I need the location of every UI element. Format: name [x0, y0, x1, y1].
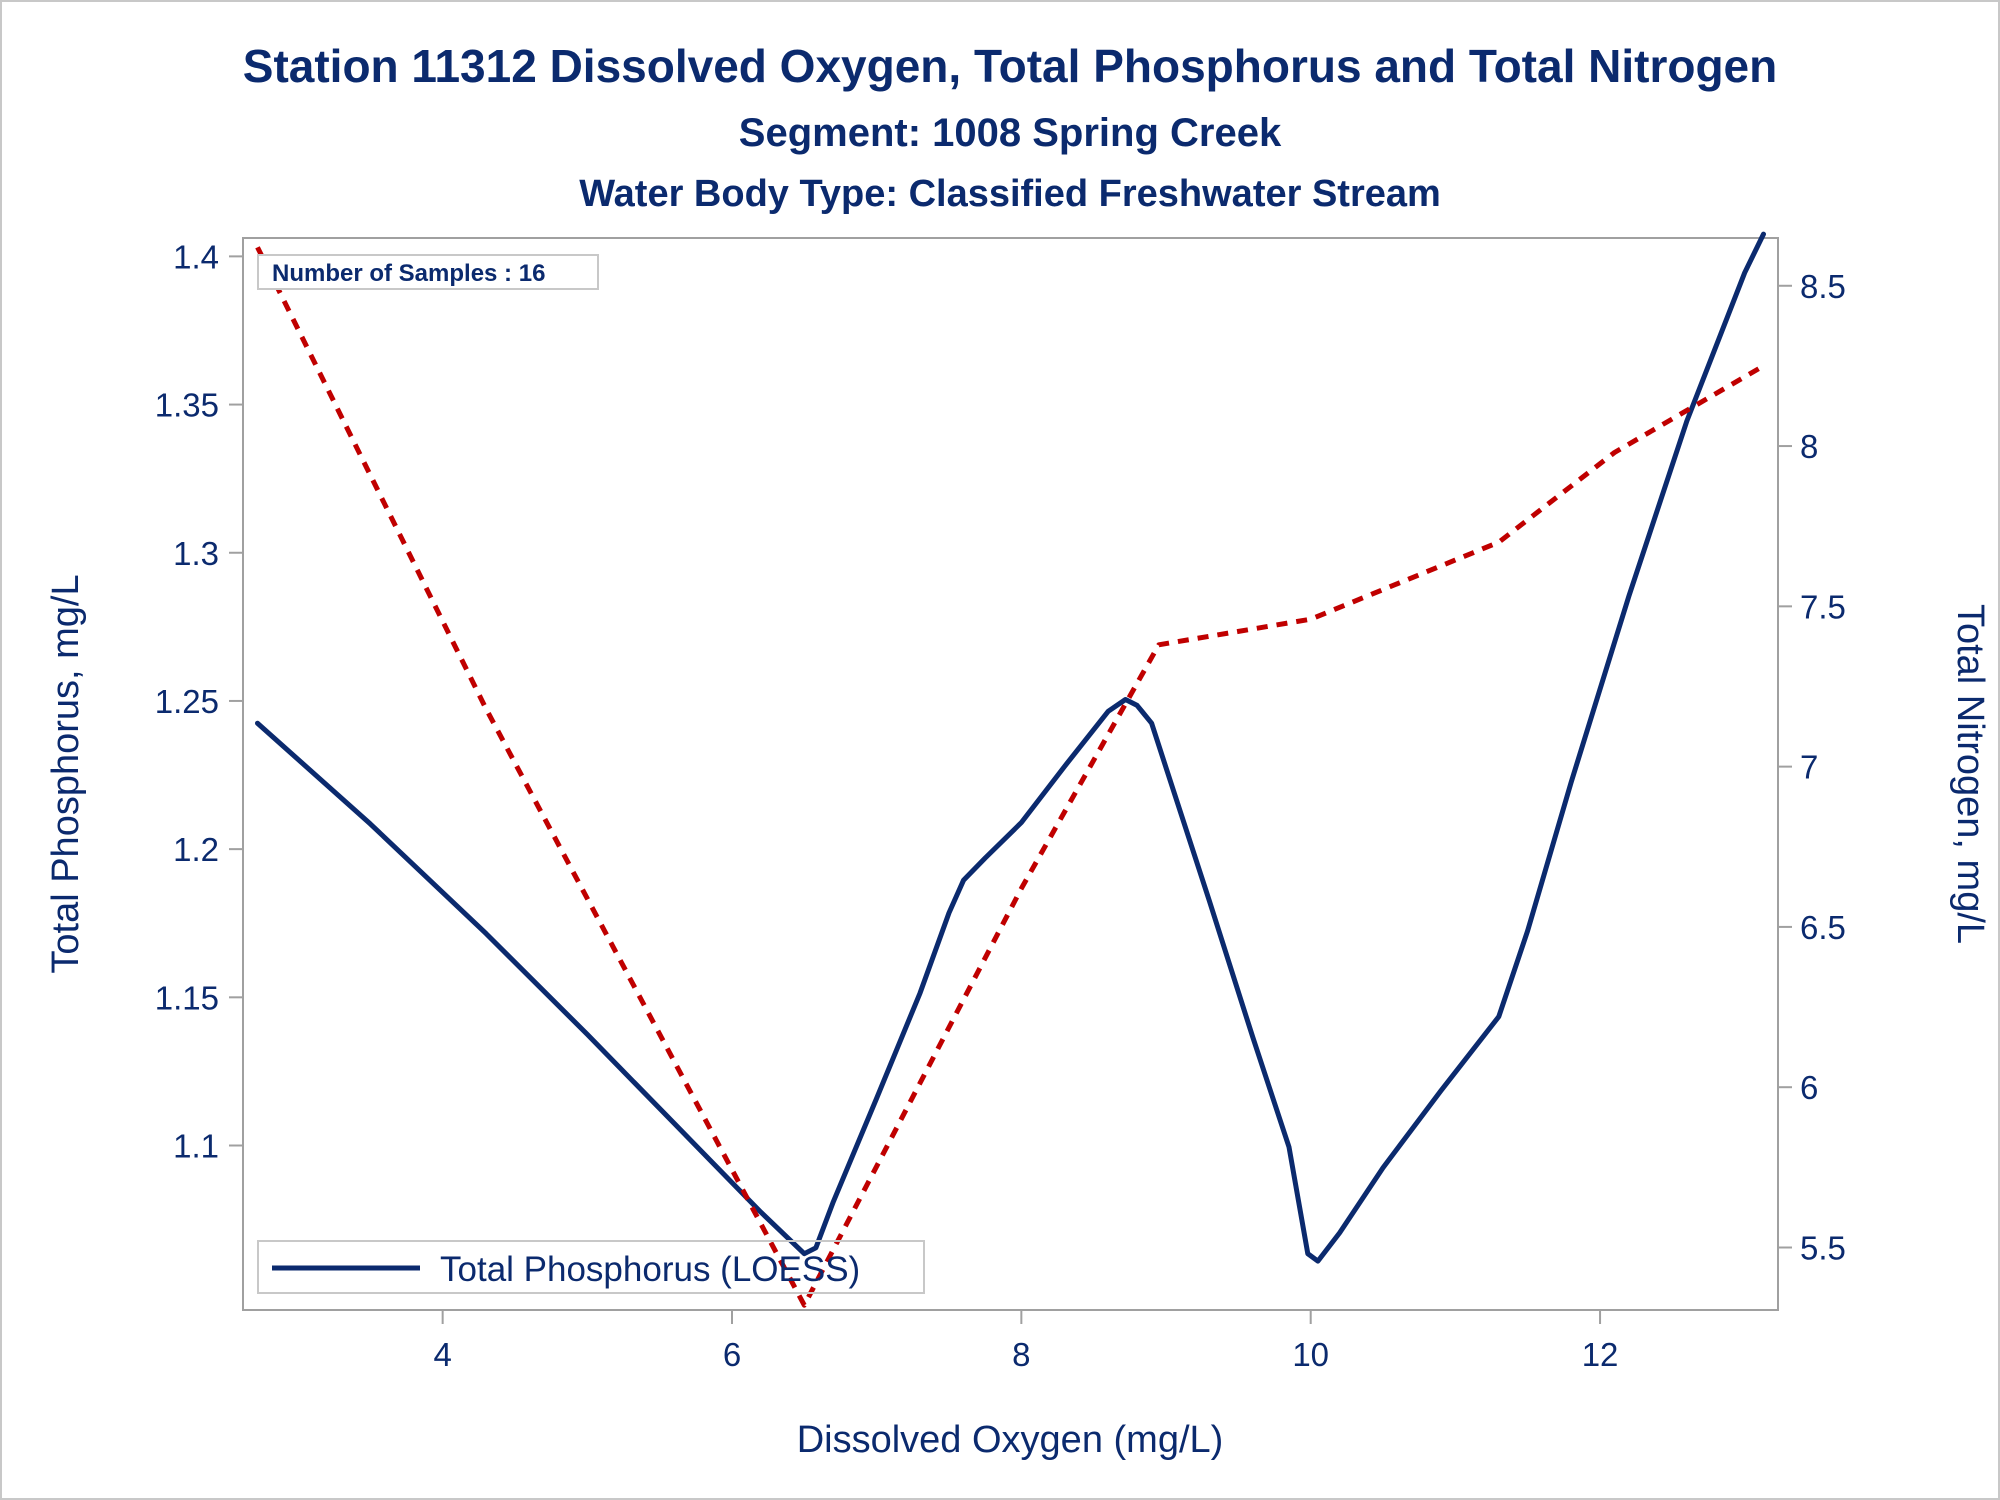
y-axis-right: 5.5 6 6.5 7 7.5 8 8.5: [1778, 268, 1846, 1266]
y-tick-label: 1.35: [155, 387, 219, 424]
y2-tick-label: 6.5: [1800, 909, 1846, 946]
x-tick-label: 12: [1582, 1336, 1619, 1373]
y-tick-label: 1.15: [155, 979, 219, 1016]
y2-tick-label: 6: [1800, 1069, 1818, 1106]
x-tick-label: 8: [1012, 1336, 1030, 1373]
y2-tick-label: 7: [1800, 749, 1818, 786]
legend-label-total-phosphorus: Total Phosphorus (LOESS): [440, 1250, 860, 1289]
y-tick-label: 1.3: [173, 535, 219, 572]
y2-tick-label: 8: [1800, 428, 1818, 465]
y2-tick-label: 8.5: [1800, 268, 1846, 305]
y-axis-left: 1.1 1.15 1.2 1.25 1.3 1.35 1.4: [155, 238, 243, 1165]
annotation-box: Number of Samples : 16: [257, 254, 599, 290]
y-tick-label: 1.2: [173, 831, 219, 868]
y-axis-label-right: Total Nitrogen, mg/L: [1949, 604, 1991, 944]
legend: Total Phosphorus (LOESS): [257, 1240, 925, 1294]
series-line-total-nitrogen: [255, 246, 1765, 1308]
series-layer: [255, 231, 1766, 1308]
chart-subtitle: Segment: 1008 Spring Creek: [739, 111, 1282, 155]
x-axis: 4 6 8 10 12: [433, 1310, 1618, 1373]
x-tick-label: 6: [723, 1336, 741, 1373]
chart-subtitle-2: Water Body Type: Classified Freshwater S…: [579, 173, 1441, 215]
x-tick-label: 10: [1292, 1336, 1329, 1373]
chart-title: Station 11312 Dissolved Oxygen, Total Ph…: [243, 40, 1777, 92]
legend-border: [257, 1240, 925, 1294]
y-tick-label: 1.1: [173, 1128, 219, 1165]
annotation-border: [257, 254, 599, 290]
x-axis-label: Dissolved Oxygen (mg/L): [797, 1419, 1224, 1461]
x-tick-label: 4: [433, 1336, 451, 1373]
y2-tick-label: 5.5: [1800, 1229, 1846, 1266]
y-tick-label: 1.25: [155, 683, 219, 720]
plot-area: [242, 237, 1779, 1311]
y2-tick-label: 7.5: [1800, 588, 1846, 625]
y-axis-label-left: Total Phosphorus, mg/L: [45, 574, 87, 973]
sample-count-annotation: Number of Samples : 16: [272, 260, 545, 287]
y-tick-label: 1.4: [173, 238, 219, 275]
series-line-total-phosphorus: [255, 231, 1766, 1264]
